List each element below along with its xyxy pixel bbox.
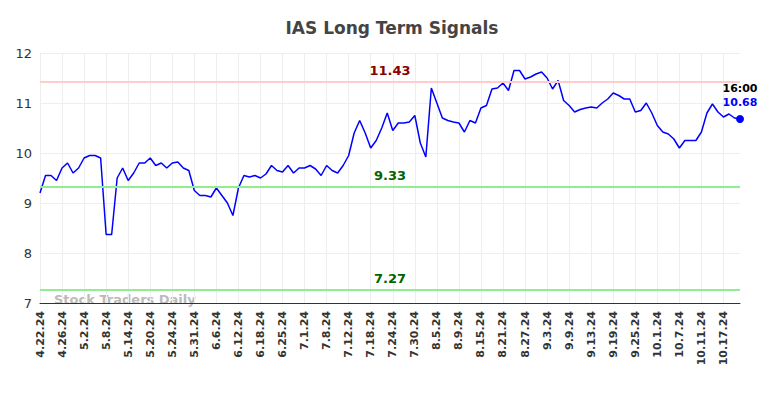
svg-text:5.14.24: 5.14.24	[122, 311, 135, 358]
svg-text:4.22.24: 4.22.24	[34, 311, 47, 358]
svg-text:10.1.24: 10.1.24	[651, 311, 664, 358]
svg-text:5.24.24: 5.24.24	[166, 311, 179, 358]
svg-text:10: 10	[15, 146, 32, 161]
svg-text:9.25.24: 9.25.24	[629, 311, 642, 358]
svg-text:6.18.24: 6.18.24	[254, 311, 267, 358]
svg-text:7.18.24: 7.18.24	[364, 311, 377, 358]
svg-text:9.13.24: 9.13.24	[585, 311, 598, 358]
svg-text:7.8.24: 7.8.24	[320, 311, 333, 350]
svg-text:6.25.24: 6.25.24	[276, 311, 289, 358]
svg-text:7.24.24: 7.24.24	[386, 311, 399, 358]
svg-text:10.7.24: 10.7.24	[673, 311, 686, 358]
svg-text:5.8.24: 5.8.24	[100, 311, 113, 350]
svg-text:16:00: 16:00	[722, 82, 757, 95]
svg-text:7.30.24: 7.30.24	[408, 311, 421, 358]
svg-text:4.26.24: 4.26.24	[56, 311, 69, 358]
svg-text:9.19.24: 9.19.24	[607, 311, 620, 358]
svg-text:10.11.24: 10.11.24	[695, 311, 708, 366]
svg-text:9.33: 9.33	[374, 168, 406, 183]
svg-text:8.15.24: 8.15.24	[474, 311, 487, 358]
svg-text:7.1.24: 7.1.24	[298, 311, 311, 350]
svg-text:8: 8	[24, 246, 32, 261]
svg-text:8.9.24: 8.9.24	[452, 311, 465, 350]
svg-text:10.17.24: 10.17.24	[717, 311, 730, 366]
svg-text:5.2.24: 5.2.24	[78, 311, 91, 350]
svg-text:9.3.24: 9.3.24	[541, 311, 554, 350]
svg-text:10.68: 10.68	[723, 96, 758, 109]
svg-text:12: 12	[15, 46, 32, 61]
svg-text:9.9.24: 9.9.24	[563, 311, 576, 350]
svg-text:8.21.24: 8.21.24	[496, 311, 509, 358]
svg-text:5.31.24: 5.31.24	[188, 311, 201, 358]
svg-text:6.6.24: 6.6.24	[210, 311, 223, 350]
svg-text:9: 9	[24, 196, 32, 211]
svg-text:7.27: 7.27	[374, 271, 406, 286]
svg-text:8.27.24: 8.27.24	[519, 311, 532, 358]
svg-text:11: 11	[15, 96, 32, 111]
svg-text:6.12.24: 6.12.24	[232, 311, 245, 358]
svg-text:IAS Long Term Signals: IAS Long Term Signals	[286, 18, 499, 38]
svg-text:Stock Traders Daily: Stock Traders Daily	[54, 292, 196, 307]
svg-text:7.12.24: 7.12.24	[342, 311, 355, 358]
svg-text:11.43: 11.43	[369, 63, 410, 78]
svg-text:8.5.24: 8.5.24	[430, 311, 443, 350]
svg-text:7: 7	[24, 296, 32, 311]
svg-text:5.20.24: 5.20.24	[144, 311, 157, 358]
